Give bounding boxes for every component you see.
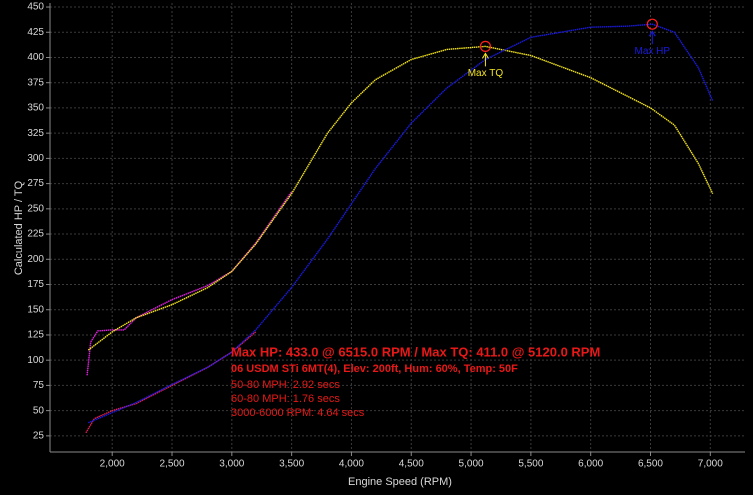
x-tick-label: 2,500	[159, 459, 184, 470]
note: 3000-6000 RPM: 4.64 secs	[231, 407, 365, 419]
peak-marker	[479, 40, 492, 52]
note: Max HP: 433.0 @ 6515.0 RPM / Max TQ: 411…	[231, 344, 600, 359]
x-tick-label: 3,000	[219, 459, 244, 470]
y-tick-label: 450	[27, 2, 44, 13]
x-tick-label: 7,000	[698, 459, 723, 470]
annotation-arrowhead	[481, 52, 489, 59]
note: 50-80 MPH: 2.92 secs	[231, 379, 340, 391]
data-line	[88, 23, 714, 424]
y-tick-label: 50	[33, 405, 45, 416]
x-tick-label: 3,500	[279, 459, 304, 470]
data-line	[87, 45, 714, 351]
y-tick-label: 275	[27, 178, 44, 189]
y-tick-label: 425	[27, 27, 44, 38]
x-tick-label: 6,000	[578, 459, 603, 470]
x-tick-label: 5,000	[459, 459, 484, 470]
annotation-label: Max TQ	[468, 68, 504, 79]
peak-marker	[646, 18, 658, 30]
x-tick-label: 2,000	[100, 459, 125, 470]
y-tick-label: 100	[27, 355, 44, 366]
y-tick-label: 350	[27, 103, 44, 114]
y-tick-label: 325	[27, 128, 44, 139]
x-axis-title: Engine Speed (RPM)	[348, 476, 452, 488]
x-tick-label: 4,000	[339, 459, 364, 470]
y-tick-label: 400	[27, 52, 44, 63]
y-axis-title: Calculated HP / TQ	[13, 180, 25, 275]
y-tick-label: 125	[27, 330, 44, 341]
x-tick-label: 5,500	[518, 459, 543, 470]
y-tick-label: 250	[27, 203, 44, 214]
y-tick-label: 150	[27, 304, 44, 315]
y-tick-label: 225	[27, 229, 44, 240]
y-tick-label: 300	[27, 153, 44, 164]
y-tick-label: 175	[27, 279, 44, 290]
y-tick-label: 375	[27, 77, 44, 88]
y-tick-label: 75	[33, 380, 45, 391]
annotation-arrowhead	[648, 30, 656, 37]
y-tick-label: 200	[27, 254, 44, 265]
annotation-label: Max HP	[635, 46, 671, 57]
y-tick-label: 25	[33, 430, 45, 441]
note: 60-80 MPH: 1.76 secs	[231, 393, 340, 405]
note: 06 USDM STi 6MT(4), Elev: 200ft, Hum: 60…	[231, 363, 518, 375]
x-tick-label: 6,500	[638, 459, 663, 470]
x-tick-label: 4,500	[399, 459, 424, 470]
